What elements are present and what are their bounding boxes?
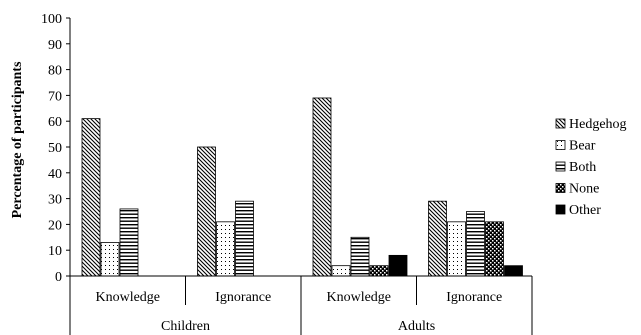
bar-none-2 xyxy=(369,265,389,277)
legend-label-both: Both xyxy=(569,160,596,175)
y-tick-label: 100 xyxy=(41,12,62,27)
legend: Hedgehog Bear Both None Other xyxy=(555,117,627,218)
x-group-label: Children xyxy=(161,319,210,334)
x-axis: Knowledge Ignorance Knowledge Ignorance Chil… xyxy=(69,275,533,335)
bar-bear-2 xyxy=(331,265,351,277)
bar-other-3 xyxy=(504,265,523,277)
y-tick-label: 70 xyxy=(48,89,62,104)
legend-swatch-bear xyxy=(555,140,566,150)
y-axis: 0 10 20 30 40 50 60 70 80 90 100 xyxy=(41,12,71,285)
legend-label-none: None xyxy=(569,182,599,197)
legend-label-other: Other xyxy=(569,203,601,218)
bar-bear-3 xyxy=(447,221,466,277)
bar-both-0 xyxy=(119,208,139,277)
y-tick-label: 30 xyxy=(48,193,62,208)
legend-label-hedgehog: Hedgehog xyxy=(569,117,627,132)
bar-hedgehog-2 xyxy=(312,97,332,277)
x-category-label: Ignorance xyxy=(446,290,502,305)
bar-bear-0 xyxy=(100,242,120,277)
y-tick-label: 10 xyxy=(48,244,62,259)
y-tick-label: 40 xyxy=(48,167,62,182)
bars xyxy=(81,97,523,277)
bar-none-3 xyxy=(485,221,504,277)
bar-hedgehog-3 xyxy=(428,200,447,277)
legend-swatch-other xyxy=(555,204,566,215)
x-category-label: Knowledge xyxy=(326,290,391,305)
bar-both-3 xyxy=(466,211,485,277)
y-tick-label: 90 xyxy=(48,38,62,53)
y-axis-label: Percentage of participants xyxy=(10,61,25,218)
legend-swatch-both xyxy=(555,161,566,172)
bar-other-2 xyxy=(388,254,408,277)
legend-swatch-none xyxy=(555,183,566,193)
bar-hedgehog-1 xyxy=(197,146,216,277)
y-tick-label: 0 xyxy=(55,270,62,285)
x-group-label: Adults xyxy=(398,319,435,334)
legend-swatch-hedgehog xyxy=(555,118,566,129)
x-category-label: Ignorance xyxy=(215,290,271,305)
y-tick-label: 60 xyxy=(48,115,62,130)
y-tick-label: 20 xyxy=(48,218,62,233)
bar-hedgehog-0 xyxy=(81,118,101,277)
legend-label-bear: Bear xyxy=(569,139,596,154)
bar-both-1 xyxy=(235,200,254,277)
x-category-label: Knowledge xyxy=(95,290,160,305)
y-tick-label: 50 xyxy=(48,141,62,156)
y-tick-label: 80 xyxy=(48,64,62,79)
bar-both-2 xyxy=(350,236,370,277)
bar-bear-1 xyxy=(216,221,235,277)
